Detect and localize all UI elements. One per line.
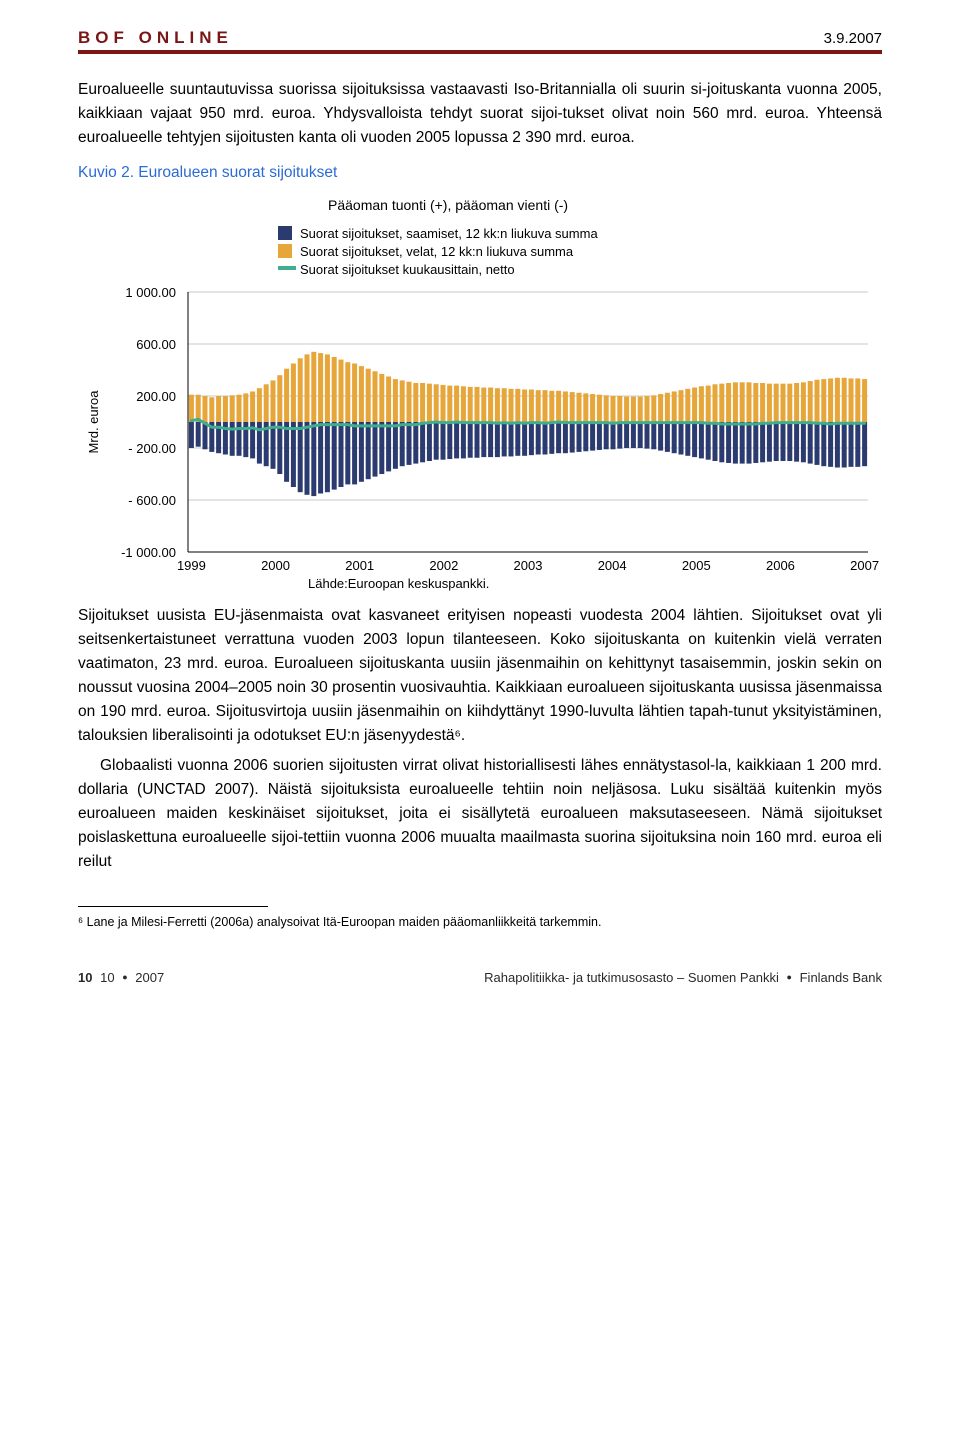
svg-text:Suorat sijoitukset kuukausitta: Suorat sijoitukset kuukausittain, netto: [300, 262, 515, 277]
footer-page-bold: 10: [78, 970, 92, 985]
svg-text:Lähde:Euroopan keskuspankki.: Lähde:Euroopan keskuspankki.: [308, 576, 489, 591]
figure-caption: Kuvio 2. Euroalueen suorat sijoitukset: [78, 164, 882, 182]
page-header-date: 3.9.2007: [824, 30, 882, 47]
svg-text:1 000.00: 1 000.00: [125, 285, 176, 300]
chart-container: Pääoman tuonti (+), pääoman vienti (-) Su…: [78, 192, 882, 592]
paragraph-3: Globaalisti vuonna 2006 suorien sijoitus…: [78, 754, 882, 874]
svg-text:- 200.00: - 200.00: [128, 441, 176, 456]
page-footer: 10 10 ● 2007 Rahapolitiikka- ja tutkimus…: [78, 970, 882, 985]
svg-text:-1 000.00: -1 000.00: [121, 545, 176, 560]
chart-svg: Pääoman tuonti (+), pääoman vienti (-) Su…: [78, 192, 882, 592]
svg-text:2000: 2000: [261, 558, 290, 573]
footer-bullet-2: ●: [783, 972, 796, 982]
svg-text:2003: 2003: [514, 558, 543, 573]
paragraph-2: Sijoitukset uusista EU-jäsenmaista ovat …: [78, 604, 882, 748]
header-rule: [78, 50, 882, 54]
footnote-rule: [78, 906, 268, 907]
footer-page-rest1: 10: [96, 970, 114, 985]
svg-text:2005: 2005: [682, 558, 711, 573]
svg-text:2002: 2002: [429, 558, 458, 573]
svg-text:2007: 2007: [850, 558, 879, 573]
footnote-6: ⁶ Lane ja Milesi-Ferretti (2006a) analys…: [78, 913, 882, 932]
footer-page-year: 2007: [135, 970, 164, 985]
svg-text:- 600.00: - 600.00: [128, 493, 176, 508]
svg-text:2001: 2001: [345, 558, 374, 573]
svg-text:600.00: 600.00: [136, 337, 176, 352]
svg-text:Suorat sijoitukset, velat, 12: Suorat sijoitukset, velat, 12 kk:n liuku…: [300, 244, 574, 259]
footer-bullet-1: ●: [118, 972, 131, 982]
footer-bank: Finlands Bank: [800, 970, 882, 985]
svg-text:2006: 2006: [766, 558, 795, 573]
svg-text:200.00: 200.00: [136, 389, 176, 404]
paragraph-1: Euroalueelle suuntautuvissa suorissa sij…: [78, 78, 882, 150]
svg-text:Mrd. euroa: Mrd. euroa: [86, 390, 101, 454]
svg-text:1999: 1999: [177, 558, 206, 573]
svg-text:2004: 2004: [598, 558, 627, 573]
svg-text:Suorat sijoitukset, saamiset,: Suorat sijoitukset, saamiset, 12 kk:n li…: [300, 226, 598, 241]
page-header-left: BOF ONLINE: [78, 28, 233, 48]
footer-dept: Rahapolitiikka- ja tutkimusosasto – Suom…: [484, 970, 782, 985]
svg-text:Pääoman tuonti (+), pääoman vi: Pääoman tuonti (+), pääoman vienti (-): [328, 197, 568, 213]
